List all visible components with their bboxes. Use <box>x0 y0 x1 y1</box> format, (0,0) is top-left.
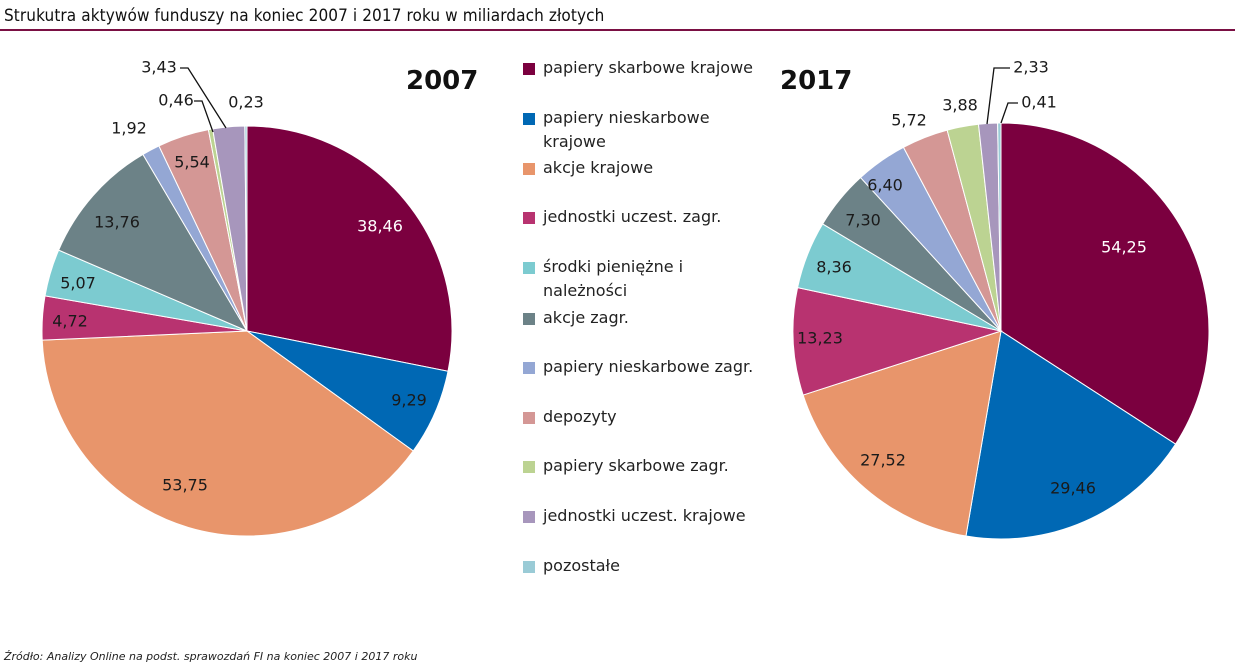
data-label: 6,40 <box>867 176 903 195</box>
pie-slice <box>246 125 453 372</box>
data-label: 0,23 <box>228 93 264 112</box>
pie-charts: 38,46 9,29 53,75 4,72 5,07 13,76 1,92 5,54 0,46 3… <box>41 58 1210 540</box>
chart-title: Strukutra aktywów funduszy na koniec 200… <box>4 6 605 26</box>
data-label: 1,92 <box>111 119 147 138</box>
data-label: 7,30 <box>845 211 881 230</box>
legend-swatch <box>523 461 535 473</box>
data-label: 53,75 <box>162 476 208 495</box>
pie-slice <box>41 330 414 537</box>
legend-label: papiery nieskarbowe zagr. <box>543 357 754 376</box>
legend-swatch <box>523 412 535 424</box>
data-label: 3,43 <box>141 58 177 77</box>
data-label: 9,29 <box>391 391 427 410</box>
data-label: 29,46 <box>1050 479 1096 498</box>
data-label: 13,23 <box>797 329 843 348</box>
legend-swatch <box>523 163 535 175</box>
leader-line <box>1000 102 1018 124</box>
leader-line <box>986 67 1010 125</box>
data-label: 0,46 <box>158 91 194 110</box>
pie-slice <box>244 125 248 332</box>
legend-swatch <box>523 511 535 523</box>
pie-slice <box>997 122 1002 332</box>
data-label: 3,88 <box>942 96 978 115</box>
legend-label: pozostałe <box>543 556 620 575</box>
chart-2007-year-label: 2007 <box>406 66 479 96</box>
title-divider <box>0 29 1235 31</box>
source-note: Źródło: Analizy Online na podst. sprawoz… <box>4 650 418 663</box>
legend-swatch <box>523 113 535 125</box>
data-label: 4,72 <box>52 312 88 331</box>
data-label: 8,36 <box>816 258 852 277</box>
data-label: 13,76 <box>94 213 140 232</box>
pie-2017: 54,25 29,46 27,52 13,23 8,36 7,30 6,40 5,72 3,88… <box>792 58 1210 540</box>
legend-label: jednostki uczest. zagr. <box>543 207 722 226</box>
pie-slice <box>965 330 1177 540</box>
data-label: 0,41 <box>1021 93 1057 112</box>
legend-swatch <box>523 362 535 374</box>
pie-slice <box>57 153 249 333</box>
data-label: 5,72 <box>891 111 927 130</box>
legend-label: depozyty <box>543 407 617 426</box>
legend-label: jednostki uczest. krajowe <box>543 506 746 525</box>
legend-label: papiery skarbowe zagr. <box>543 456 729 475</box>
pie-2007: 38,46 9,29 53,75 4,72 5,07 13,76 1,92 5,54 0,46 3… <box>41 58 453 537</box>
legend-label: papiery skarbowe krajowe <box>543 58 754 77</box>
legend-label: akcje krajowe <box>543 158 654 177</box>
chart-2017-year-label: 2017 <box>780 66 853 96</box>
pie-slice <box>802 330 1002 537</box>
legend-swatch <box>523 212 535 224</box>
leader-line <box>180 67 227 129</box>
data-label: 5,54 <box>174 153 210 172</box>
legend-swatch <box>523 313 535 325</box>
legend-swatch <box>523 561 535 573</box>
data-label: 2,33 <box>1013 58 1049 77</box>
legend-label: papiery nieskarbowe krajowe <box>543 108 710 151</box>
data-label: 54,25 <box>1101 238 1147 257</box>
legend-swatch <box>523 262 535 274</box>
legend-label: środki pieniężne i należności <box>543 257 684 300</box>
pie-slice <box>792 287 1003 396</box>
legend-swatch <box>523 63 535 75</box>
pie-slice <box>1000 122 1210 445</box>
data-label: 5,07 <box>60 274 96 293</box>
leader-line <box>194 100 214 133</box>
data-label: 38,46 <box>357 217 403 236</box>
legend-label: akcje zagr. <box>543 308 629 327</box>
data-label: 27,52 <box>860 451 906 470</box>
